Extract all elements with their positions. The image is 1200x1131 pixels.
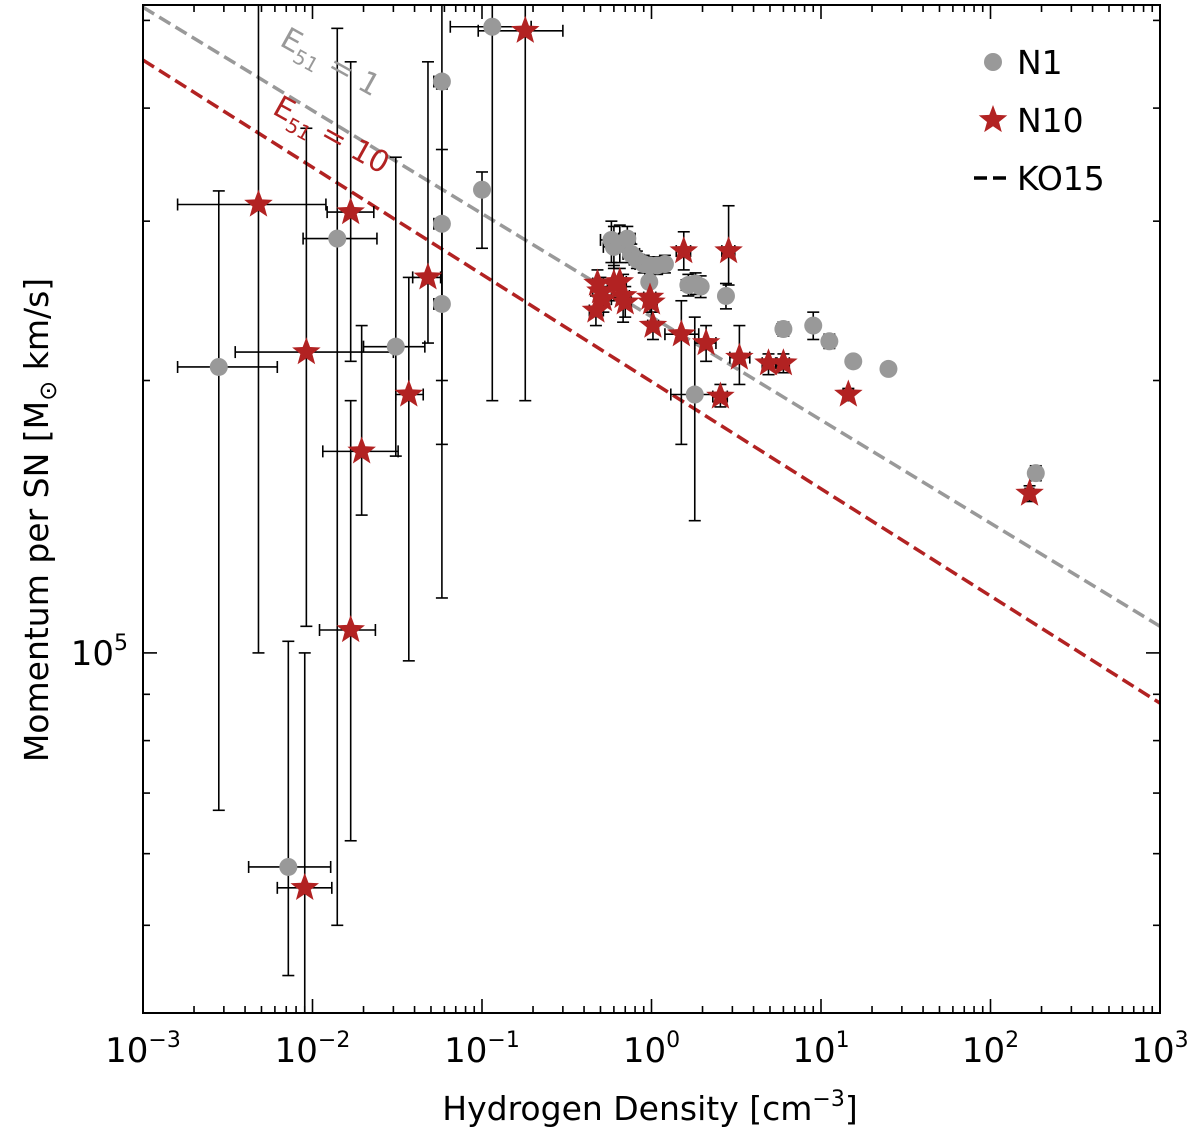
n10-point bbox=[586, 276, 615, 304]
n1-point bbox=[1026, 464, 1045, 483]
n1-point bbox=[483, 17, 502, 36]
n1-point bbox=[618, 229, 637, 248]
n10-point bbox=[725, 342, 754, 370]
n10-point bbox=[754, 348, 783, 376]
data-markers bbox=[209, 15, 1045, 900]
x-tick-label: 100 bbox=[623, 1028, 680, 1071]
n10-point bbox=[394, 379, 424, 407]
legend-marker-n10 bbox=[978, 105, 1008, 133]
n10-point bbox=[834, 379, 863, 407]
n10-point bbox=[290, 872, 320, 900]
n1-point bbox=[774, 320, 793, 339]
x-tick-label: 10−3 bbox=[105, 1028, 181, 1071]
n10-point bbox=[511, 15, 540, 43]
n10-point bbox=[714, 236, 743, 264]
n10-point bbox=[1015, 478, 1044, 506]
n10-point bbox=[605, 266, 635, 295]
n10-point bbox=[413, 262, 443, 290]
n10-point bbox=[292, 337, 321, 365]
x-tick-label: 10−2 bbox=[275, 1028, 351, 1071]
n1-point bbox=[691, 277, 710, 296]
n10-point bbox=[336, 615, 365, 643]
x-axis-title: Hydrogen Density [cm−3] bbox=[442, 1087, 857, 1128]
n1-point bbox=[328, 229, 347, 248]
y-tick-label: 105 bbox=[71, 631, 128, 674]
n10-point bbox=[691, 328, 721, 356]
axis-ticks bbox=[142, 5, 1161, 1014]
n1-point bbox=[279, 857, 298, 876]
x-tick-label: 102 bbox=[962, 1028, 1019, 1071]
n1-point bbox=[716, 286, 735, 305]
n10-point bbox=[581, 295, 611, 323]
n10-point bbox=[667, 319, 696, 347]
n1-point bbox=[473, 180, 491, 199]
n10-point bbox=[336, 197, 365, 225]
n1-errorbar bbox=[302, 27, 378, 927]
x-tick-label: 103 bbox=[1131, 1028, 1188, 1071]
x-tick-label: 101 bbox=[792, 1028, 849, 1071]
n1-point bbox=[432, 72, 451, 91]
n10-point bbox=[638, 310, 668, 338]
n1-point bbox=[432, 214, 451, 233]
legend-label: KO15 bbox=[1017, 159, 1105, 198]
n1-point bbox=[685, 385, 704, 404]
y-axis-title: Momentum per SN [M⊙ km/s] bbox=[17, 278, 62, 762]
n1-point bbox=[386, 337, 405, 356]
n1-point bbox=[844, 352, 863, 371]
n1-point bbox=[820, 332, 839, 351]
legend-marker-n1 bbox=[984, 53, 1002, 71]
x-tick-label: 10−1 bbox=[444, 1028, 520, 1071]
n10-point bbox=[637, 287, 666, 315]
n1-point bbox=[655, 255, 674, 274]
n10-point bbox=[610, 287, 640, 315]
n10-point bbox=[583, 268, 612, 296]
ko15-line-e51-10 bbox=[142, 58, 1161, 705]
n1-point bbox=[879, 359, 898, 378]
n10-point bbox=[769, 348, 798, 376]
n1-point bbox=[804, 316, 823, 335]
legend-label: N10 bbox=[1017, 101, 1084, 140]
n10-point bbox=[244, 189, 273, 217]
n1-point bbox=[432, 294, 451, 313]
n10-point bbox=[347, 436, 376, 464]
legend-label: N1 bbox=[1017, 43, 1063, 82]
n10-point bbox=[589, 284, 618, 312]
n1-point bbox=[209, 357, 228, 376]
n10-point bbox=[706, 381, 735, 409]
n10-point bbox=[669, 236, 699, 264]
tick-labels: 10−3 10−2 10−1 100 101 102 103 105 bbox=[71, 631, 1189, 1071]
legend: N1 N10 KO15 bbox=[974, 43, 1105, 198]
n1-point bbox=[640, 272, 659, 291]
